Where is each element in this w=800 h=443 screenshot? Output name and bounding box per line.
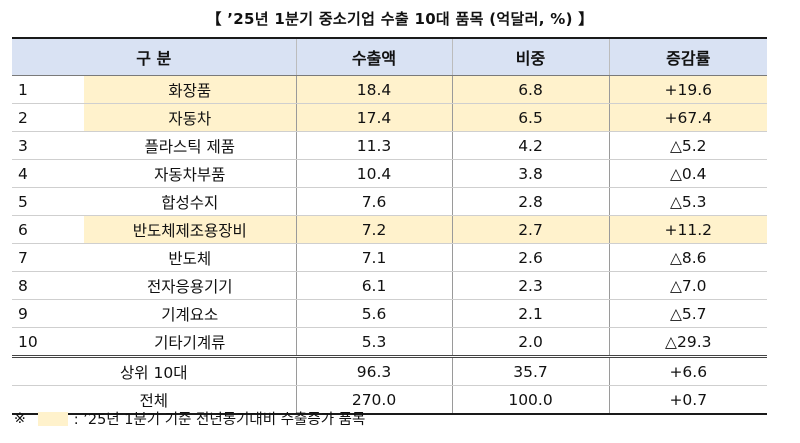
total-row-all: 전체 270.0 100.0 +0.7	[12, 385, 768, 415]
header-export: 수출액	[295, 37, 453, 76]
share-value-cell: 2.3	[451, 271, 610, 300]
table-row: 4 자동차부품 10.4 3.8 △0.4	[12, 159, 768, 188]
change-rate-cell: △0.4	[608, 159, 768, 188]
table-row: 1 화장품 18.4 6.8 +19.6	[12, 75, 768, 104]
share-value-cell: 6.5	[451, 103, 610, 132]
export-value-cell: 17.4	[295, 103, 453, 132]
change-rate-cell: △29.3	[608, 327, 768, 357]
highlight-legend-swatch	[37, 411, 68, 426]
total-share: 35.7	[451, 355, 610, 386]
change-rate-cell: +11.2	[608, 215, 768, 244]
change-rate-cell: △5.7	[608, 299, 768, 328]
change-rate-cell: △5.3	[608, 187, 768, 216]
share-value-cell: 2.0	[451, 327, 610, 357]
total-row-top10: 상위 10대 96.3 35.7 +6.6	[12, 355, 768, 386]
rank-cell: 4	[12, 159, 84, 188]
table-title: 【 ’25년 1분기 중소기업 수출 10대 품목 (억달러, %) 】	[206, 10, 594, 28]
total-label: 상위 10대	[12, 355, 297, 386]
total-change: +0.7	[608, 385, 768, 415]
rank-cell: 2	[12, 103, 84, 132]
share-value-cell: 2.1	[451, 299, 610, 328]
total-export: 270.0	[295, 385, 453, 415]
item-name-cell: 자동차부품	[84, 159, 297, 188]
rank-cell: 5	[12, 187, 84, 216]
total-change: +6.6	[608, 355, 768, 386]
rank-cell: 1	[12, 75, 84, 104]
export-value-cell: 7.2	[295, 215, 453, 244]
share-value-cell: 4.2	[451, 131, 610, 160]
item-name-cell: 화장품	[84, 75, 297, 104]
rank-cell: 6	[12, 215, 84, 244]
rank-cell: 7	[12, 243, 84, 272]
header-share: 비중	[451, 37, 610, 76]
item-name-cell: 반도체제조용장비	[84, 215, 297, 244]
export-value-cell: 7.6	[295, 187, 453, 216]
share-value-cell: 2.6	[451, 243, 610, 272]
item-name-cell: 자동차	[84, 103, 297, 132]
rank-cell: 3	[12, 131, 84, 160]
table-row: 5 합성수지 7.6 2.8 △5.3	[12, 187, 768, 216]
export-table: 구 분 수출액 비중 증감률 1 화장품 18.4 6.8 +19.6 2 자동차 17.4 6…	[12, 37, 768, 415]
export-value-cell: 5.6	[295, 299, 453, 328]
header-change: 증감률	[608, 37, 768, 76]
table-row: 7 반도체 7.1 2.6 △8.6	[12, 243, 768, 272]
table-row: 9 기계요소 5.6 2.1 △5.7	[12, 299, 768, 328]
total-export: 96.3	[295, 355, 453, 386]
export-value-cell: 18.4	[295, 75, 453, 104]
change-rate-cell: △7.0	[608, 271, 768, 300]
item-name-cell: 전자응용기기	[84, 271, 297, 300]
table-row: 2 자동차 17.4 6.5 +67.4	[12, 103, 768, 132]
item-name-cell: 기계요소	[84, 299, 297, 328]
export-value-cell: 6.1	[295, 271, 453, 300]
change-rate-cell: △5.2	[608, 131, 768, 160]
share-value-cell: 2.7	[451, 215, 610, 244]
export-value-cell: 7.1	[295, 243, 453, 272]
change-rate-cell: +19.6	[608, 75, 768, 104]
table-row: 10 기타기계류 5.3 2.0 △29.3	[12, 327, 768, 357]
export-value-cell: 10.4	[295, 159, 453, 188]
footnote: ※ : ’25년 1분기 기준 전년동기대비 수출증가 품목	[14, 408, 365, 429]
header-category: 구 분	[12, 37, 297, 76]
item-name-cell: 반도체	[84, 243, 297, 272]
total-share: 100.0	[451, 385, 610, 415]
rank-cell: 9	[12, 299, 84, 328]
change-rate-cell: △8.6	[608, 243, 768, 272]
table-row: 6 반도체제조용장비 7.2 2.7 +11.2	[12, 215, 768, 244]
table-row: 3 플라스틱 제품 11.3 4.2 △5.2	[12, 131, 768, 160]
header-row: 구 분 수출액 비중 증감률	[12, 37, 768, 76]
footnote-text: : ’25년 1분기 기준 전년동기대비 수출증가 품목	[73, 412, 366, 428]
rank-cell: 10	[12, 327, 84, 357]
item-name-cell: 합성수지	[84, 187, 297, 216]
export-value-cell: 5.3	[295, 327, 453, 357]
item-name-cell: 기타기계류	[84, 327, 297, 357]
reference-mark: ※	[14, 410, 26, 427]
table-row: 8 전자응용기기 6.1 2.3 △7.0	[12, 271, 768, 300]
export-value-cell: 11.3	[295, 131, 453, 160]
share-value-cell: 6.8	[451, 75, 610, 104]
total-label: 전체	[12, 385, 297, 415]
change-rate-cell: +67.4	[608, 103, 768, 132]
share-value-cell: 3.8	[451, 159, 610, 188]
rank-cell: 8	[12, 271, 84, 300]
share-value-cell: 2.8	[451, 187, 610, 216]
item-name-cell: 플라스틱 제품	[84, 131, 297, 160]
